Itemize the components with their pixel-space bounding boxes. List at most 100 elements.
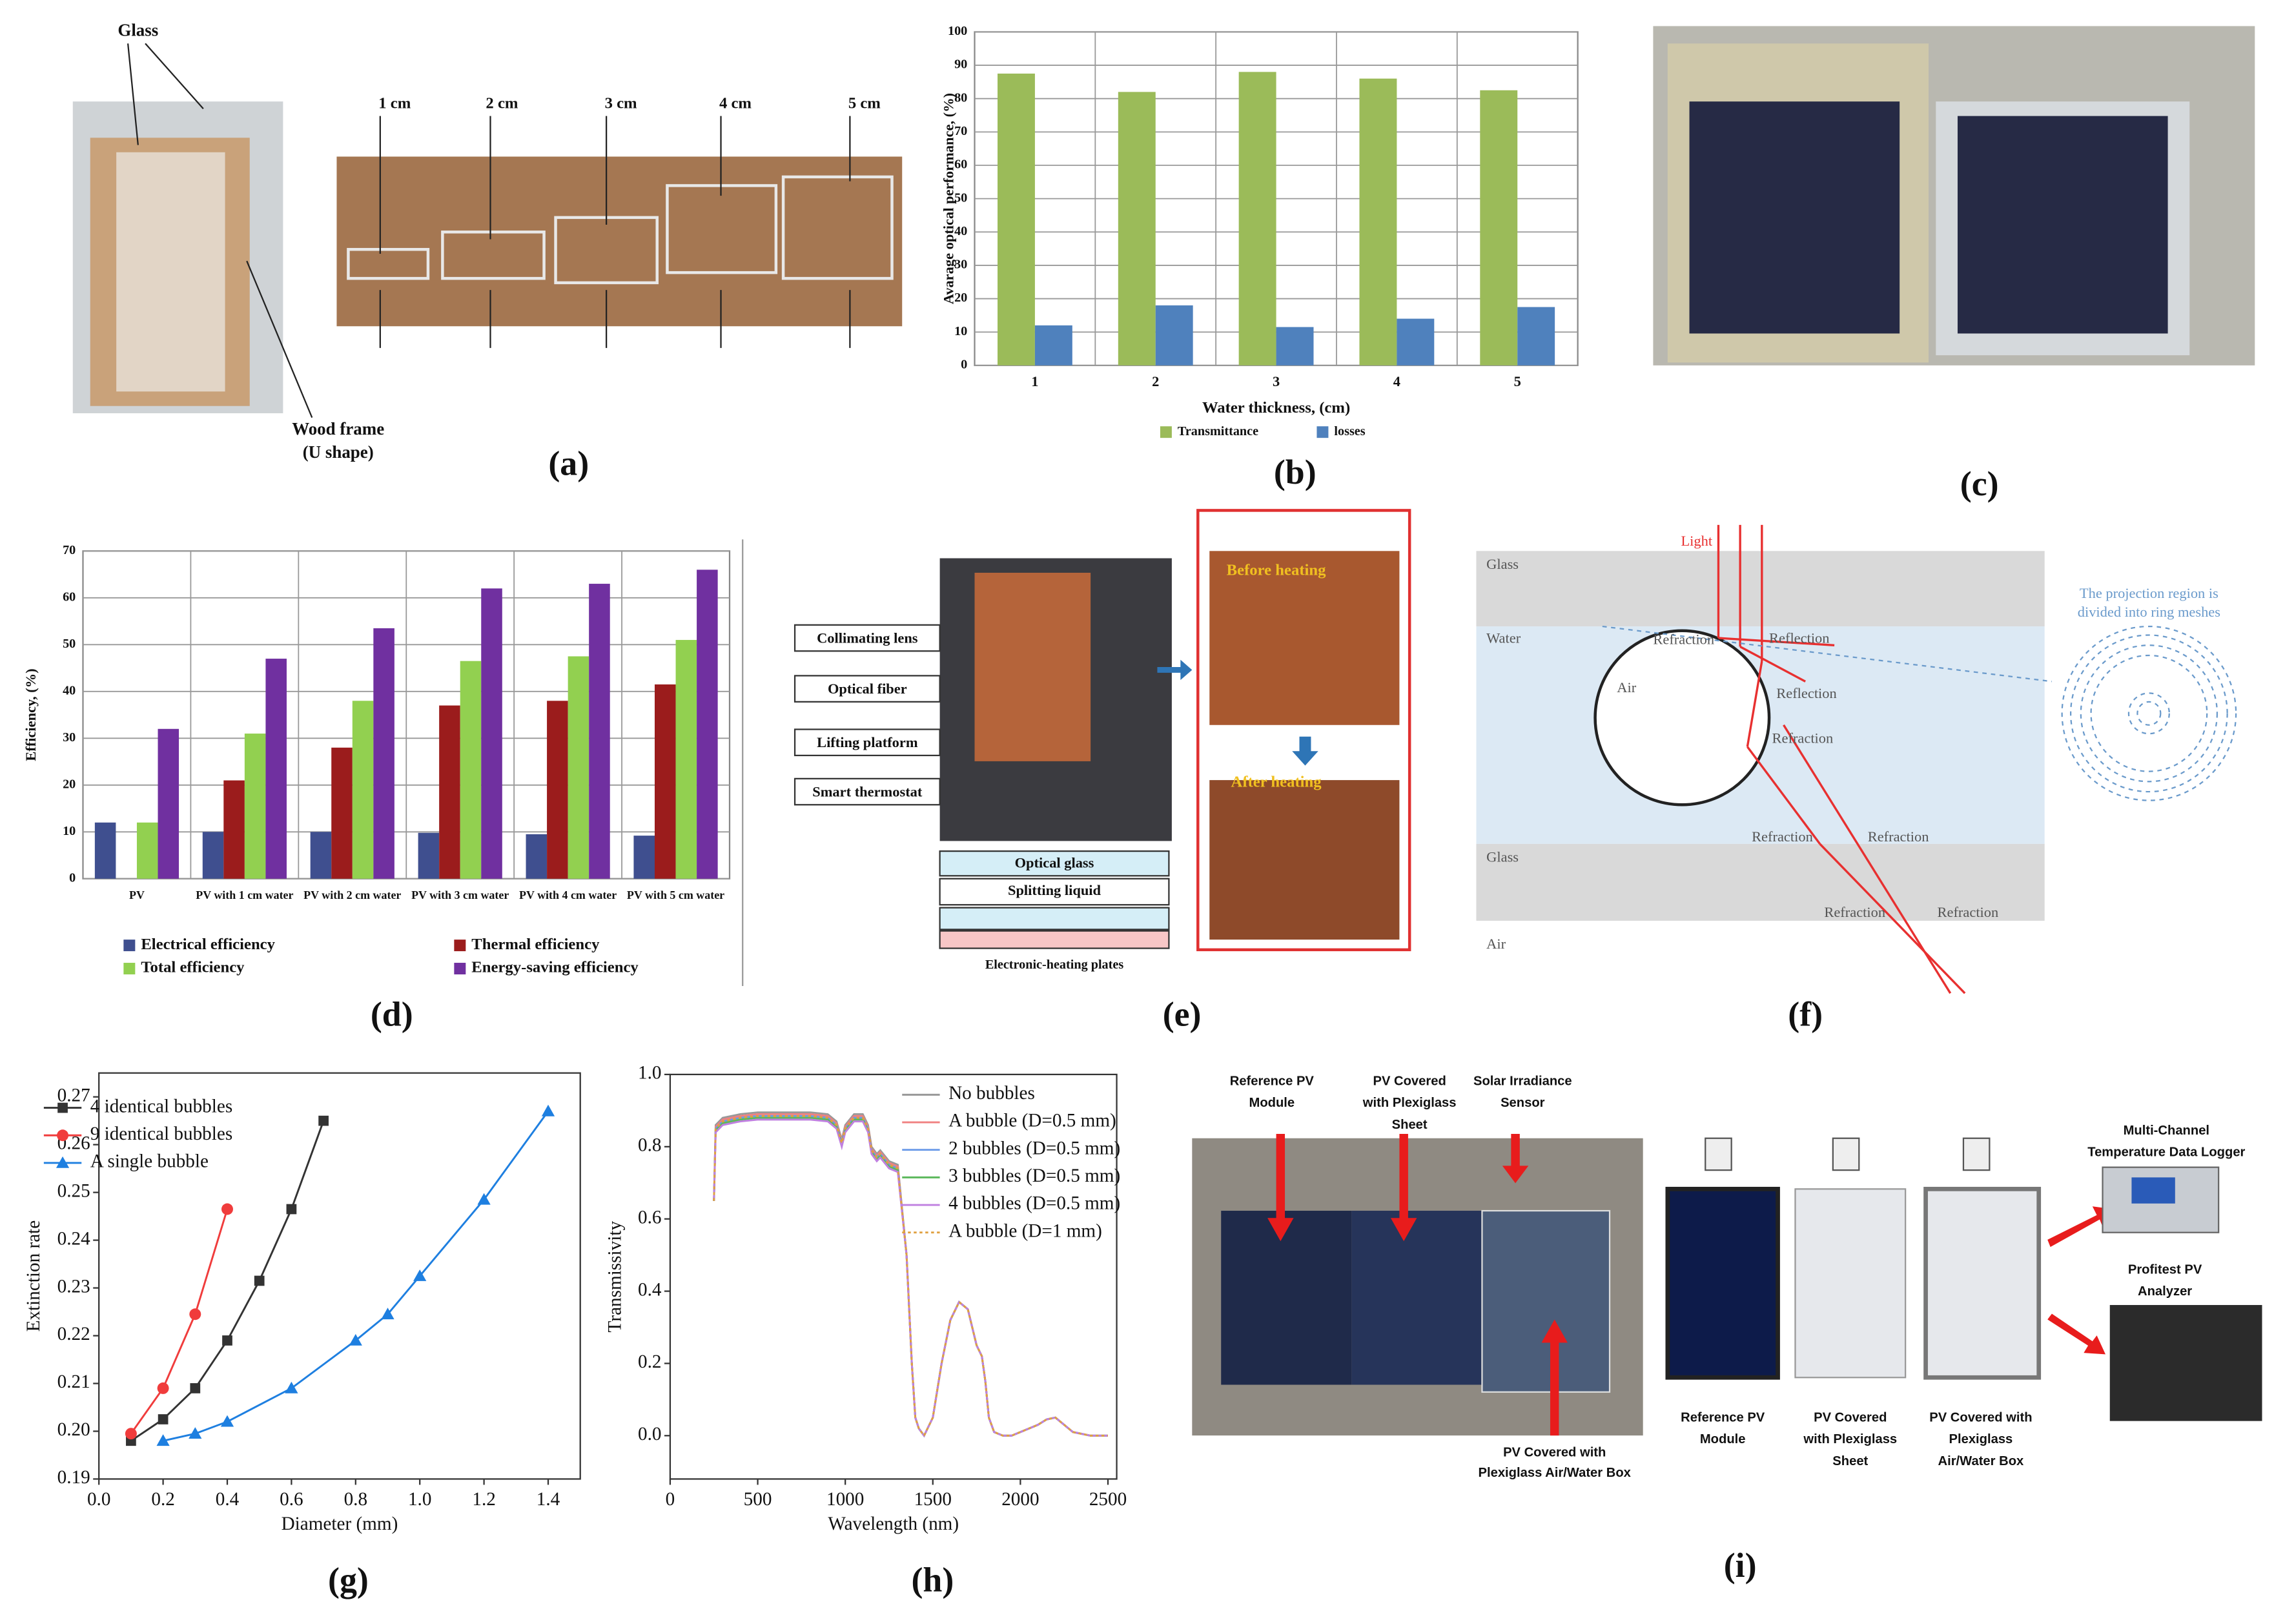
x-tick-label: 1 — [1031, 373, 1038, 389]
ring — [2080, 644, 2218, 783]
label: 5 cm — [848, 94, 881, 112]
x-tick-label: PV with 5 cm water — [627, 889, 724, 901]
photo-before — [1209, 551, 1400, 725]
legend-marker — [57, 1102, 68, 1113]
x-tick-label: 4 — [1393, 373, 1400, 389]
y-tick-label: 10 — [954, 324, 967, 338]
legend-label: losses — [1334, 424, 1365, 438]
pv-plexiglass — [1351, 1211, 1482, 1385]
bar — [373, 628, 394, 879]
bar — [265, 659, 287, 879]
pv-reference — [1221, 1211, 1352, 1385]
y-tick-label: 0.2 — [638, 1352, 661, 1372]
legend-label: Thermal efficiency — [471, 936, 600, 953]
label: Wood frame — [292, 419, 384, 438]
label: Sensor — [1501, 1096, 1545, 1110]
bar — [697, 570, 718, 879]
x-tick-label: PV with 3 cm water — [411, 889, 509, 901]
y-tick-label: 60 — [954, 158, 967, 172]
box-4 — [666, 184, 778, 274]
arrow — [1541, 1319, 1568, 1436]
label: Plexiglass — [1949, 1432, 2013, 1446]
series-line — [713, 1115, 1108, 1438]
label: Solar Irradiance — [1473, 1074, 1572, 1089]
y-axis-label: Efficiency, (%) — [23, 668, 39, 761]
legend-swatch — [1316, 426, 1329, 438]
ray — [1739, 646, 1806, 683]
logger-screen — [2131, 1177, 2175, 1204]
bar — [1238, 72, 1276, 365]
layer-liquid — [939, 878, 1170, 906]
arrow — [1502, 1134, 1529, 1184]
callout: Smart thermostat — [812, 783, 923, 799]
panel-label: (b) — [1274, 453, 1316, 491]
sensor-icon — [1832, 1137, 1860, 1171]
bar — [1276, 327, 1314, 365]
y-tick-label: 30 — [63, 730, 76, 745]
sample-plate — [974, 572, 1091, 761]
legend-label: 4 identical bubbles — [90, 1096, 232, 1116]
series-line — [130, 1209, 229, 1435]
label: PV Covered with — [1503, 1445, 1606, 1459]
pv-covered — [1689, 101, 1900, 334]
label: 2 cm — [486, 94, 518, 112]
panel-label: (g) — [328, 1561, 369, 1599]
marker — [285, 1381, 298, 1393]
y-tick-label: 100 — [948, 24, 967, 38]
label: Glass — [118, 21, 158, 40]
x-tick-label: 2000 — [1001, 1489, 1039, 1510]
leader — [145, 43, 204, 110]
label: Refraction — [1824, 904, 1885, 920]
marker — [286, 1204, 297, 1215]
legend-label: A bubble (D=0.5 mm) — [948, 1111, 1116, 1131]
rays — [1717, 524, 1966, 994]
marker — [156, 1434, 170, 1446]
callout-box — [794, 675, 941, 703]
x-tick-label: 3 — [1273, 373, 1280, 389]
y-tick-label: 30 — [954, 258, 967, 272]
pv-reference — [1957, 116, 2168, 334]
legend-label: Electrical efficiency — [141, 936, 275, 953]
y-tick-label: 20 — [63, 777, 76, 791]
x-tick-label: PV with 1 cm water — [196, 889, 293, 901]
y-tick-label: 60 — [63, 590, 76, 604]
sensor-icon — [1705, 1137, 1732, 1171]
leader — [246, 260, 313, 418]
legend-swatch — [123, 940, 136, 952]
label: Reference PV — [1681, 1410, 1765, 1424]
x-axis-label: Diameter (mm) — [282, 1514, 398, 1534]
legend-label: Energy-saving efficiency — [471, 959, 639, 976]
callout-boxes — [794, 624, 941, 806]
y-axis-label: Extinction rate — [23, 1220, 44, 1332]
label: Glass — [1486, 849, 1519, 865]
label: Multi-Channel — [2124, 1124, 2209, 1138]
ring — [2136, 701, 2162, 726]
marker — [477, 1193, 491, 1205]
bar — [136, 822, 158, 879]
arrow — [1157, 659, 1193, 681]
y-tick-label: 50 — [954, 190, 967, 205]
bar — [481, 588, 502, 879]
legend-label: 2 bubbles (D=0.5 mm) — [948, 1138, 1120, 1158]
label: 3 cm — [605, 94, 637, 112]
legend-label: Transmittance — [1178, 424, 1258, 438]
legend-label: 9 identical bubbles — [90, 1124, 232, 1144]
bar — [997, 73, 1035, 365]
label: Analyzer — [2138, 1284, 2192, 1299]
callout: Lifting platform — [817, 734, 918, 750]
bar — [439, 705, 460, 879]
photo-after — [1209, 780, 1400, 940]
x-tick-label: PV with 2 cm water — [303, 889, 401, 901]
ray — [1746, 661, 1763, 747]
photo-boxes — [336, 156, 903, 327]
y-tick-label: 0.25 — [57, 1180, 90, 1201]
panel-label: (f) — [1788, 995, 1823, 1034]
bar — [547, 701, 568, 879]
ray — [1819, 843, 1966, 994]
ring — [2070, 634, 2228, 793]
x-tick-label: PV — [129, 889, 145, 901]
box-2 — [441, 231, 546, 280]
layer-glass — [939, 850, 1170, 877]
label: Sheet — [1832, 1454, 1868, 1468]
